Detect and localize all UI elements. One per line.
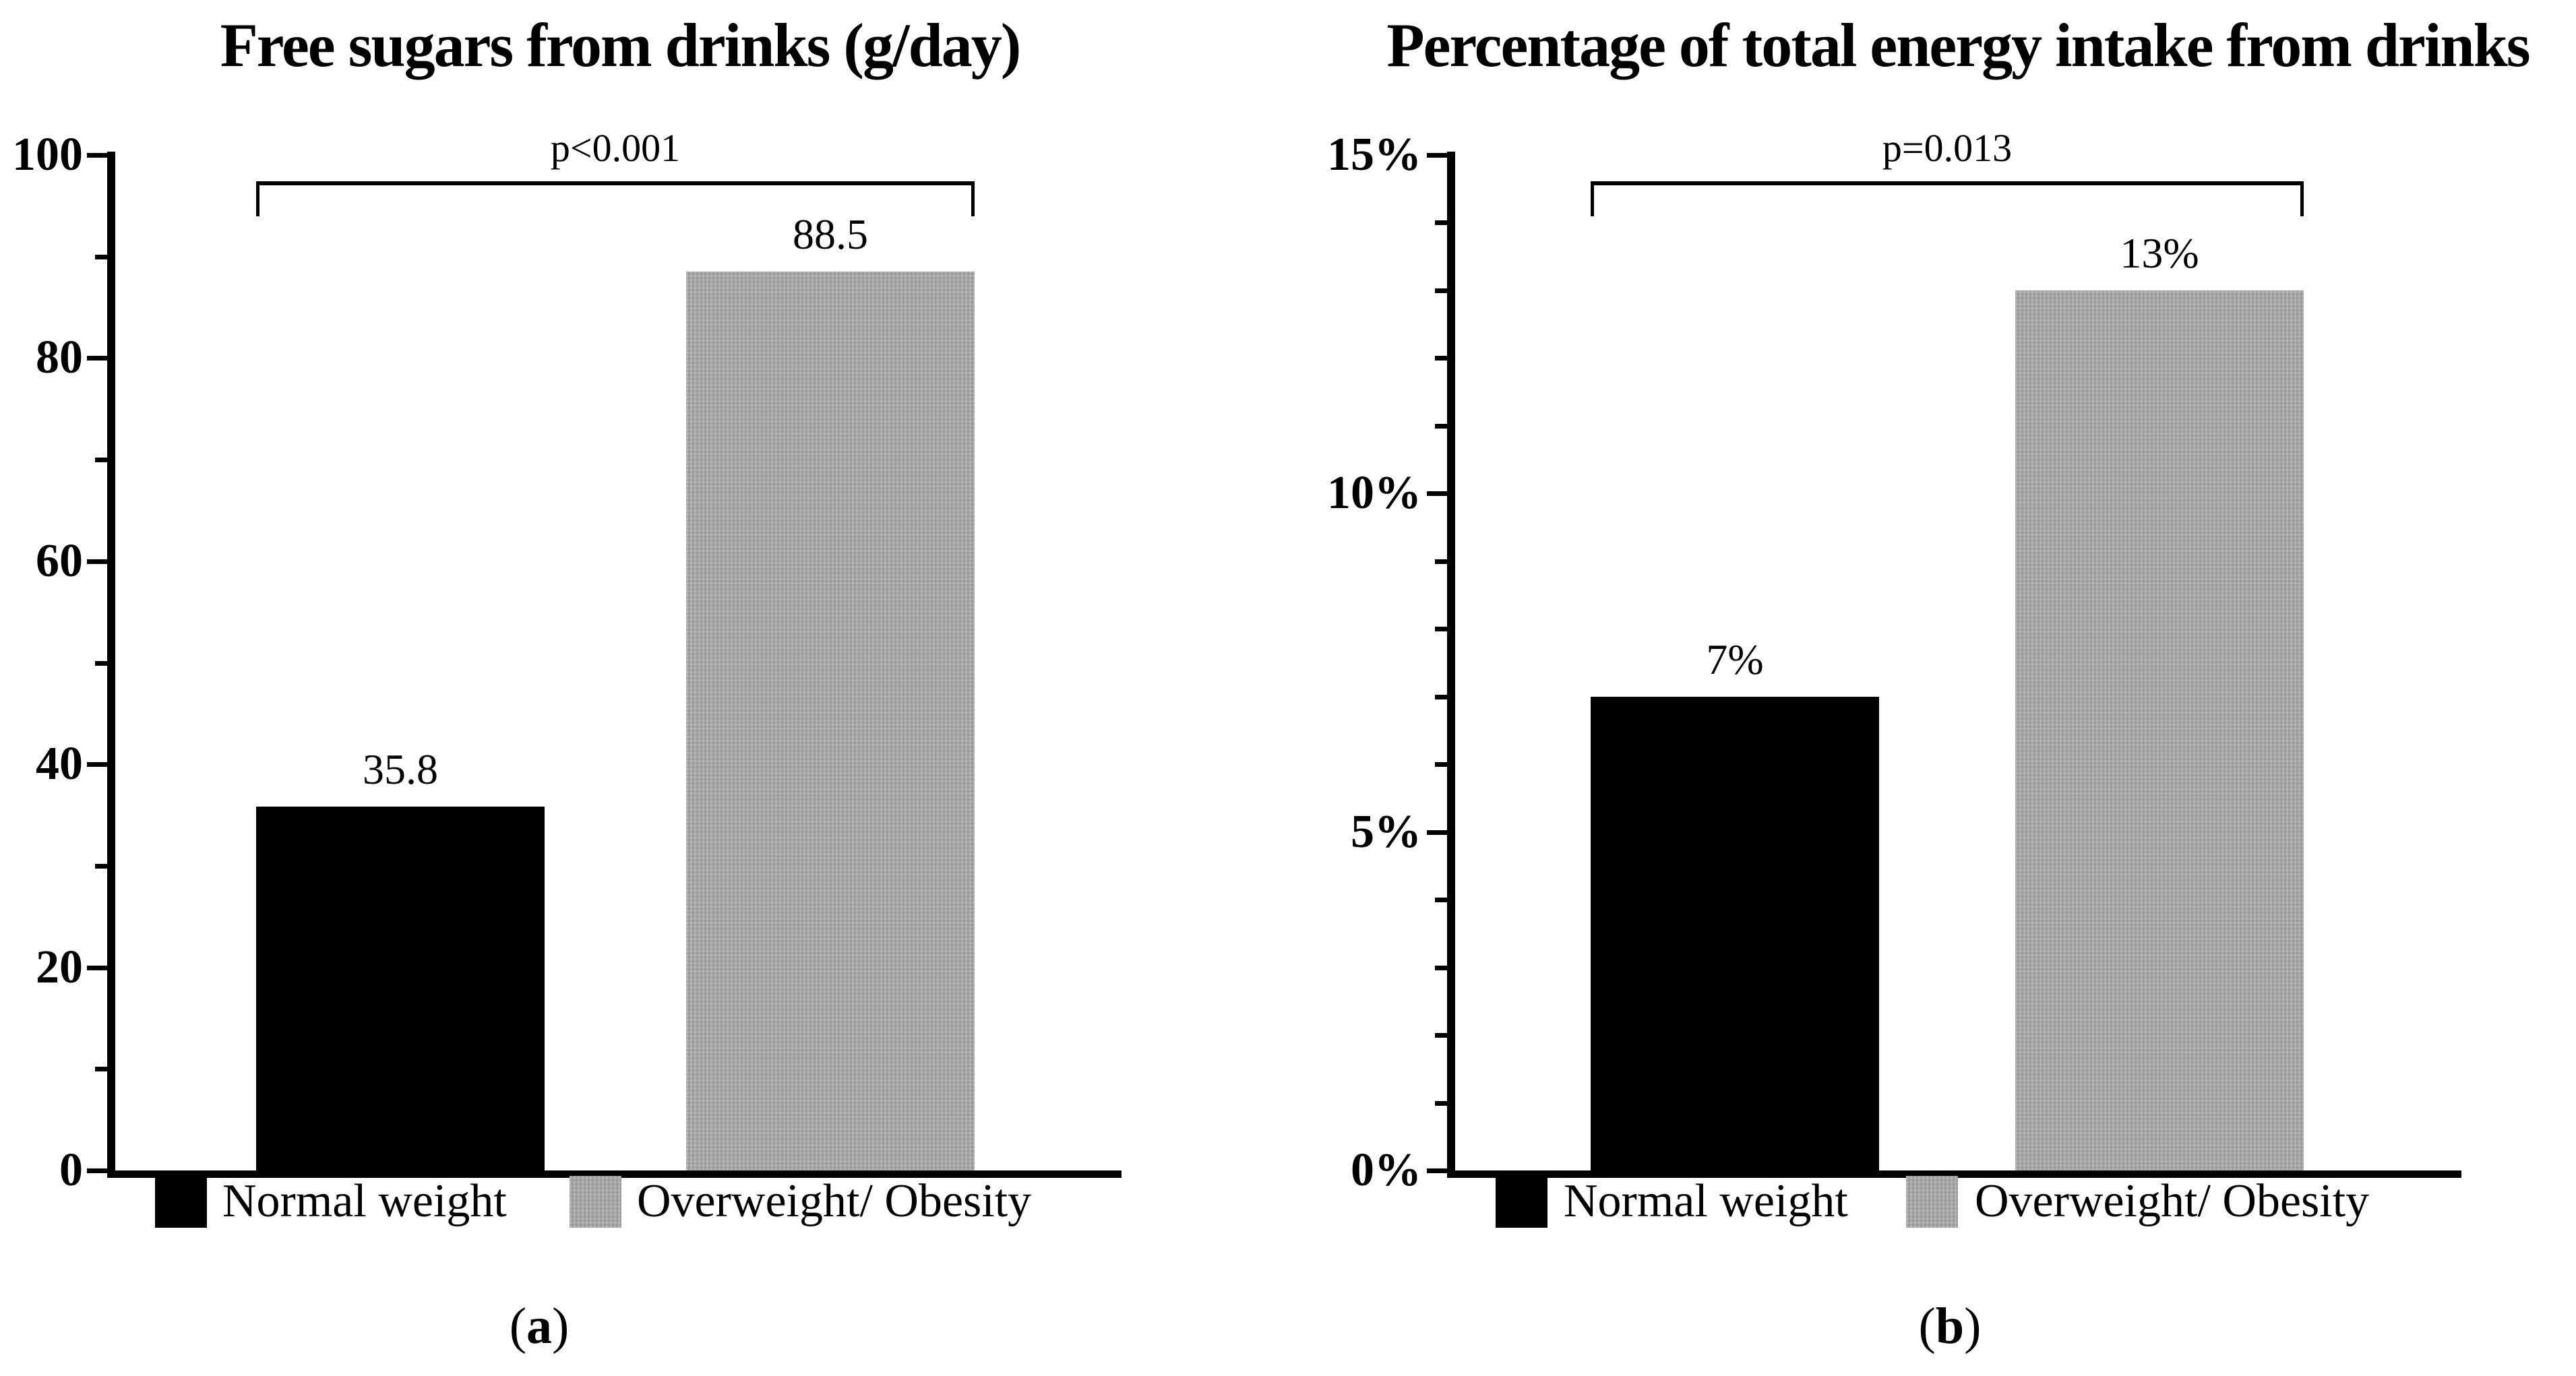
y-tick-label: 100	[12, 129, 83, 181]
y-tick-label: 80	[36, 332, 83, 383]
y-axis-minor-tick	[1435, 559, 1447, 564]
chart-b-x-axis	[1447, 1170, 2461, 1178]
y-axis-minor-tick	[1435, 220, 1447, 225]
bar-normal-weight	[1591, 697, 1879, 1170]
bar-value-label: 13%	[2120, 229, 2199, 277]
panel-b-close-paren: )	[1964, 1298, 1982, 1354]
y-axis-major-tick	[87, 966, 107, 970]
panel-a-open-paren: (	[509, 1298, 526, 1354]
chart-b-y-axis	[1447, 152, 1455, 1178]
y-axis-major-tick	[87, 153, 107, 158]
y-axis-minor-tick	[1435, 898, 1447, 902]
chart-a-bracket-left-drop	[256, 181, 259, 216]
y-axis-major-tick	[1427, 830, 1447, 835]
y-axis-minor-tick	[1435, 966, 1447, 970]
bar-value-label: 35.8	[363, 745, 438, 793]
y-axis-minor-tick	[95, 458, 107, 462]
y-tick-label: 15%	[1327, 129, 1421, 181]
chart-panel-a: Free sugars from drinks (g/day) 0 20 40 60 8…	[12, 11, 1122, 1357]
y-axis-major-tick	[87, 762, 107, 767]
y-axis-minor-tick	[1435, 424, 1447, 429]
y-tick-label: 40	[36, 738, 83, 790]
chart-a-legend-label-overweight: Overweight/ Obesity	[637, 1175, 1032, 1227]
chart-b-legend-swatch-normal	[1496, 1176, 1547, 1228]
chart-a-p-value: p<0.001	[550, 126, 681, 170]
chart-a-bracket-right-drop	[971, 181, 975, 216]
panel-a-letter: a	[526, 1298, 552, 1354]
chart-a-legend-label-normal: Normal weight	[222, 1175, 507, 1227]
chart-b-legend-swatch-overweight	[1906, 1176, 1958, 1228]
chart-a-legend-swatch-normal	[155, 1176, 207, 1228]
y-tick-label: 0%	[1351, 1144, 1421, 1196]
y-tick-label: 5%	[1351, 806, 1421, 858]
chart-a-title: Free sugars from drinks (g/day)	[220, 11, 1022, 80]
chart-b-panel-label: (b)	[1815, 1295, 2085, 1357]
y-axis-major-tick	[87, 559, 107, 564]
y-tick-label: 20	[36, 941, 83, 993]
chart-b-legend-label-normal: Normal weight	[1564, 1175, 1848, 1227]
y-axis-major-tick	[1427, 491, 1447, 496]
chart-a-significance-bracket	[256, 181, 975, 185]
chart-b-significance-bracket	[1591, 181, 2304, 185]
y-axis-minor-tick	[95, 1067, 107, 1071]
y-axis-minor-tick	[95, 255, 107, 259]
bar-value-label: 7%	[1706, 635, 1764, 683]
y-axis-minor-tick	[1435, 627, 1447, 631]
chart-a-y-axis	[107, 152, 115, 1178]
y-tick-label: 0	[59, 1144, 83, 1196]
y-axis-minor-tick	[95, 661, 107, 666]
bar-overweight-obesity	[2015, 290, 2304, 1170]
y-axis-major-tick	[1427, 1168, 1447, 1173]
y-axis-minor-tick	[1435, 288, 1447, 293]
bar-overweight-obesity	[686, 272, 975, 1170]
panel-b-letter: b	[1935, 1298, 1965, 1354]
y-axis-minor-tick	[1435, 695, 1447, 699]
panel-b-open-paren: (	[1918, 1298, 1936, 1354]
bar-normal-weight	[256, 807, 545, 1170]
y-axis-major-tick	[87, 1168, 107, 1173]
chart-b-title: Percentage of total energy intake from d…	[1386, 11, 2530, 80]
chart-a-legend-swatch-overweight	[570, 1176, 621, 1228]
y-tick-label: 10%	[1327, 467, 1421, 519]
y-axis-major-tick	[87, 356, 107, 361]
y-axis-minor-tick	[1435, 1101, 1447, 1106]
y-axis-major-tick	[1427, 153, 1447, 158]
chart-b-legend-label-overweight: Overweight/ Obesity	[1975, 1175, 2370, 1227]
panel-a-close-paren: )	[552, 1298, 570, 1354]
bar-value-label: 88.5	[793, 210, 868, 258]
y-axis-minor-tick	[1435, 1033, 1447, 1038]
y-axis-minor-tick	[1435, 762, 1447, 767]
chart-a-x-axis	[107, 1170, 1122, 1178]
chart-b-bracket-left-drop	[1591, 181, 1594, 216]
chart-panel-b: Percentage of total energy intake from d…	[1288, 0, 2576, 1376]
chart-b-p-value: p=0.013	[1882, 126, 2013, 170]
y-axis-minor-tick	[95, 864, 107, 869]
chart-a-panel-label: (a)	[404, 1295, 674, 1357]
y-axis-minor-tick	[1435, 356, 1447, 361]
y-tick-label: 60	[36, 535, 83, 587]
chart-b-bracket-right-drop	[2300, 181, 2304, 216]
